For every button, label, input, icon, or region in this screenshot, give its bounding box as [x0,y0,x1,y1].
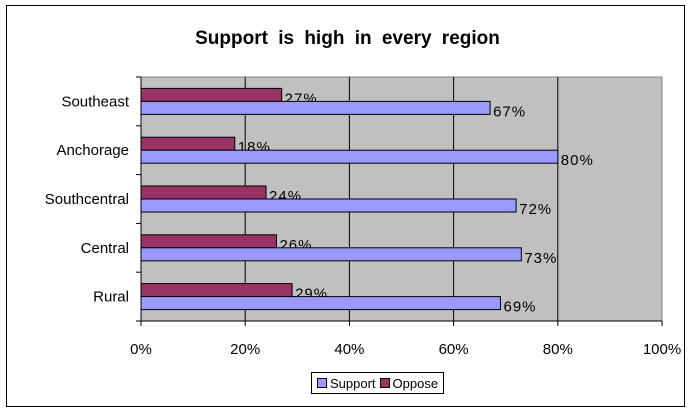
bar-support [140,198,517,213]
legend-entry-oppose: Oppose [379,375,439,391]
data-label-support: 67% [493,103,526,120]
category-label: Rural [93,289,129,306]
x-tick-label: 20% [230,341,260,358]
category-label: Central [81,240,129,257]
x-tick-label: 0% [130,341,152,358]
data-label-support: 69% [503,299,536,316]
x-tick-label: 40% [334,341,364,358]
x-tick-label: 60% [439,341,469,358]
legend-label-oppose: Oppose [392,375,439,391]
category-label: Anchorage [56,142,129,159]
x-tick-label: 100% [643,341,681,358]
bar-oppose [140,87,283,102]
category-label: Southcentral [45,191,129,208]
bar-support [140,100,491,115]
legend-swatch-support [317,378,327,388]
bar-support [140,296,501,311]
legend: Support Oppose [311,372,445,394]
bar-support [140,149,559,164]
category-label: Southeast [61,93,129,110]
bar-oppose [140,234,277,249]
data-label-support: 80% [561,152,594,169]
legend-swatch-oppose [379,378,390,388]
bar-oppose [140,283,293,298]
bar-oppose [140,185,267,200]
chart-title: Support is high in every region [195,28,500,49]
bar-oppose [140,136,236,151]
data-label-support: 72% [519,201,552,218]
legend-entry-support: Support [317,376,376,391]
data-label-support: 73% [524,250,557,267]
x-tick-label: 80% [543,341,573,358]
bar-support [140,247,522,262]
legend-label-support: Support [330,375,376,391]
